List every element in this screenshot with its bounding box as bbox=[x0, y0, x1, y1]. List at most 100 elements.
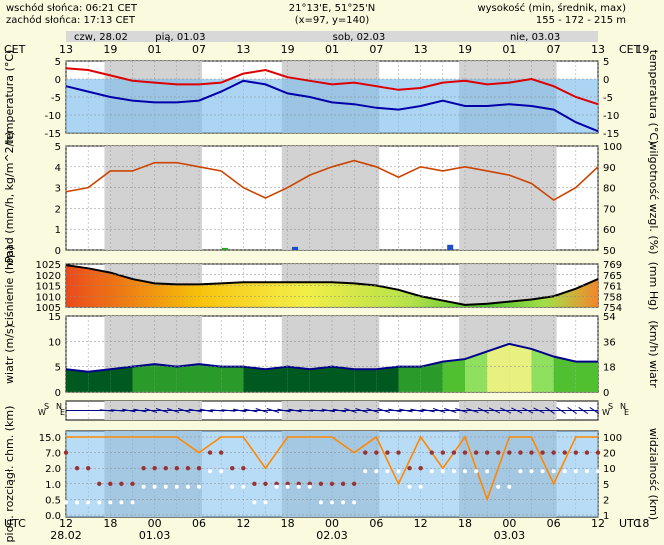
wind-arrow bbox=[178, 408, 191, 413]
wind-arrow bbox=[578, 407, 589, 414]
wind-arrow bbox=[133, 408, 147, 413]
cloud-top-dot bbox=[196, 466, 202, 471]
humidity-tick-right: 100 bbox=[603, 142, 622, 153]
cloud-top-dot bbox=[385, 450, 390, 455]
cloud-top-dot bbox=[97, 481, 102, 486]
day-strip bbox=[66, 31, 598, 42]
wind-arrow bbox=[533, 407, 545, 414]
temp-tick-left: -10 bbox=[45, 111, 61, 122]
wind-arrow bbox=[255, 408, 269, 413]
temp-tick-right: 0 bbox=[603, 75, 609, 86]
timezone-top-left: CET bbox=[4, 43, 26, 56]
precip-tick-left: 5 bbox=[55, 142, 61, 153]
cloud-base-dot bbox=[152, 484, 157, 489]
cloud-tick-left: 1.0 bbox=[45, 480, 61, 491]
wind-arrow bbox=[444, 408, 457, 413]
cloud-top-dot bbox=[163, 466, 168, 471]
cloud-top-dot bbox=[130, 481, 135, 486]
hour-tick-top: 07 bbox=[547, 43, 561, 56]
cloud-top-dot bbox=[141, 466, 146, 471]
wind-arrow bbox=[344, 408, 357, 413]
cloud-base-dot bbox=[573, 469, 578, 474]
wind-band bbox=[465, 351, 488, 392]
wind-band bbox=[354, 369, 377, 392]
hour-tick-top: 13 bbox=[59, 43, 73, 56]
hour-tick-top: 13 bbox=[414, 43, 428, 56]
cloud-top-dot bbox=[462, 450, 468, 455]
cloud-top-dot bbox=[507, 450, 512, 455]
precip-bar bbox=[221, 247, 228, 250]
wind-arrow bbox=[122, 408, 136, 413]
pressure-tick-left: 1025 bbox=[36, 260, 61, 271]
cloud-top-dot bbox=[363, 450, 368, 455]
cloud-base-dot bbox=[341, 500, 346, 505]
pressure-tick-right: 765 bbox=[603, 271, 622, 282]
cloud-base-dot bbox=[108, 500, 113, 505]
wind-arrow bbox=[377, 408, 390, 413]
cloud-base-dot bbox=[463, 469, 467, 474]
temp-axis-label-right: temperatura (°C) bbox=[647, 50, 660, 145]
elevation-label: wysokość (min, średnik, max) bbox=[477, 2, 626, 14]
sunrise-text: wschód słońca: 06:21 CET bbox=[6, 2, 138, 14]
hour-tick-bottom: 00 bbox=[502, 517, 516, 530]
cloud-top-dot bbox=[473, 450, 479, 455]
hour-tick-top: 19 bbox=[458, 43, 472, 56]
cloud-top-dot bbox=[595, 450, 601, 455]
temp-tick-left: -5 bbox=[51, 93, 61, 104]
cloud-top-dot bbox=[241, 466, 246, 471]
wind-tick-left: 0 bbox=[55, 388, 61, 399]
cloud-base-dot bbox=[307, 484, 312, 489]
pressure-axis-label: ciśnienie (hPa) bbox=[3, 246, 16, 326]
cloud-top-dot bbox=[551, 450, 556, 455]
precip-tick-left: 0 bbox=[55, 246, 61, 257]
cloud-base-dot bbox=[219, 469, 224, 474]
wind-arrow bbox=[388, 408, 402, 413]
cloud-base-dot bbox=[252, 500, 257, 505]
wind-band bbox=[309, 366, 332, 392]
cloud-base-dot bbox=[474, 469, 479, 474]
humidity-tick-right: 60 bbox=[603, 225, 616, 236]
cloud-top-dot bbox=[285, 481, 290, 486]
compass-right: E bbox=[624, 408, 629, 417]
night-band bbox=[104, 146, 202, 250]
precip-tick-left: 2 bbox=[55, 204, 61, 215]
wind-arrow bbox=[155, 408, 169, 413]
compass-left: N bbox=[56, 402, 62, 411]
compass-right: S bbox=[608, 402, 613, 411]
wind-arrow bbox=[244, 408, 258, 413]
precip-tick-left: 4 bbox=[55, 163, 61, 174]
cloud-tick-left: 0.5 bbox=[45, 495, 61, 506]
wind-arrow bbox=[355, 408, 368, 413]
cloud-base-dot bbox=[507, 484, 512, 489]
cloud-base-dot bbox=[75, 500, 80, 505]
cloud-top-dot bbox=[119, 481, 124, 486]
cloud-top-dot bbox=[573, 450, 579, 455]
cloud-top-dot bbox=[218, 450, 224, 455]
temp-tick-right: -10 bbox=[603, 111, 619, 122]
wind-band bbox=[132, 364, 155, 392]
wind-band bbox=[531, 348, 554, 392]
cloud-base-dot bbox=[374, 469, 379, 474]
wind-band bbox=[420, 361, 443, 392]
cloud-top-dot bbox=[540, 450, 545, 455]
cloud-tick-left: 2.0 bbox=[45, 464, 61, 475]
hour-tick-bottom: 00 bbox=[325, 517, 339, 530]
wind-tick-right: 54 bbox=[603, 312, 616, 323]
pressure-tick-right: 769 bbox=[603, 260, 622, 271]
night-band bbox=[459, 146, 557, 250]
wind-arrow bbox=[299, 409, 314, 412]
sunset-text: zachód słońca: 17:13 CET bbox=[6, 14, 136, 26]
hour-tick-bottom: 12 bbox=[591, 517, 605, 530]
day-label: nie, 03.03 bbox=[510, 32, 560, 43]
wind-band bbox=[332, 366, 355, 392]
hour-tick-bottom: 12 bbox=[414, 517, 428, 530]
cloud-top-dot bbox=[274, 481, 279, 486]
wind-axis-label-left: wiatr (m/s) bbox=[3, 324, 16, 384]
date-label-bottom: 03.03 bbox=[494, 529, 526, 542]
hour-tick-bottom: 06 bbox=[547, 517, 561, 530]
cloud-base-dot bbox=[529, 469, 534, 474]
timezone-top-right: CET bbox=[619, 43, 641, 56]
date-label-bottom: 01.03 bbox=[139, 529, 171, 542]
cloud-base-dot bbox=[363, 469, 368, 474]
wind-tick-right: 36 bbox=[603, 337, 616, 348]
